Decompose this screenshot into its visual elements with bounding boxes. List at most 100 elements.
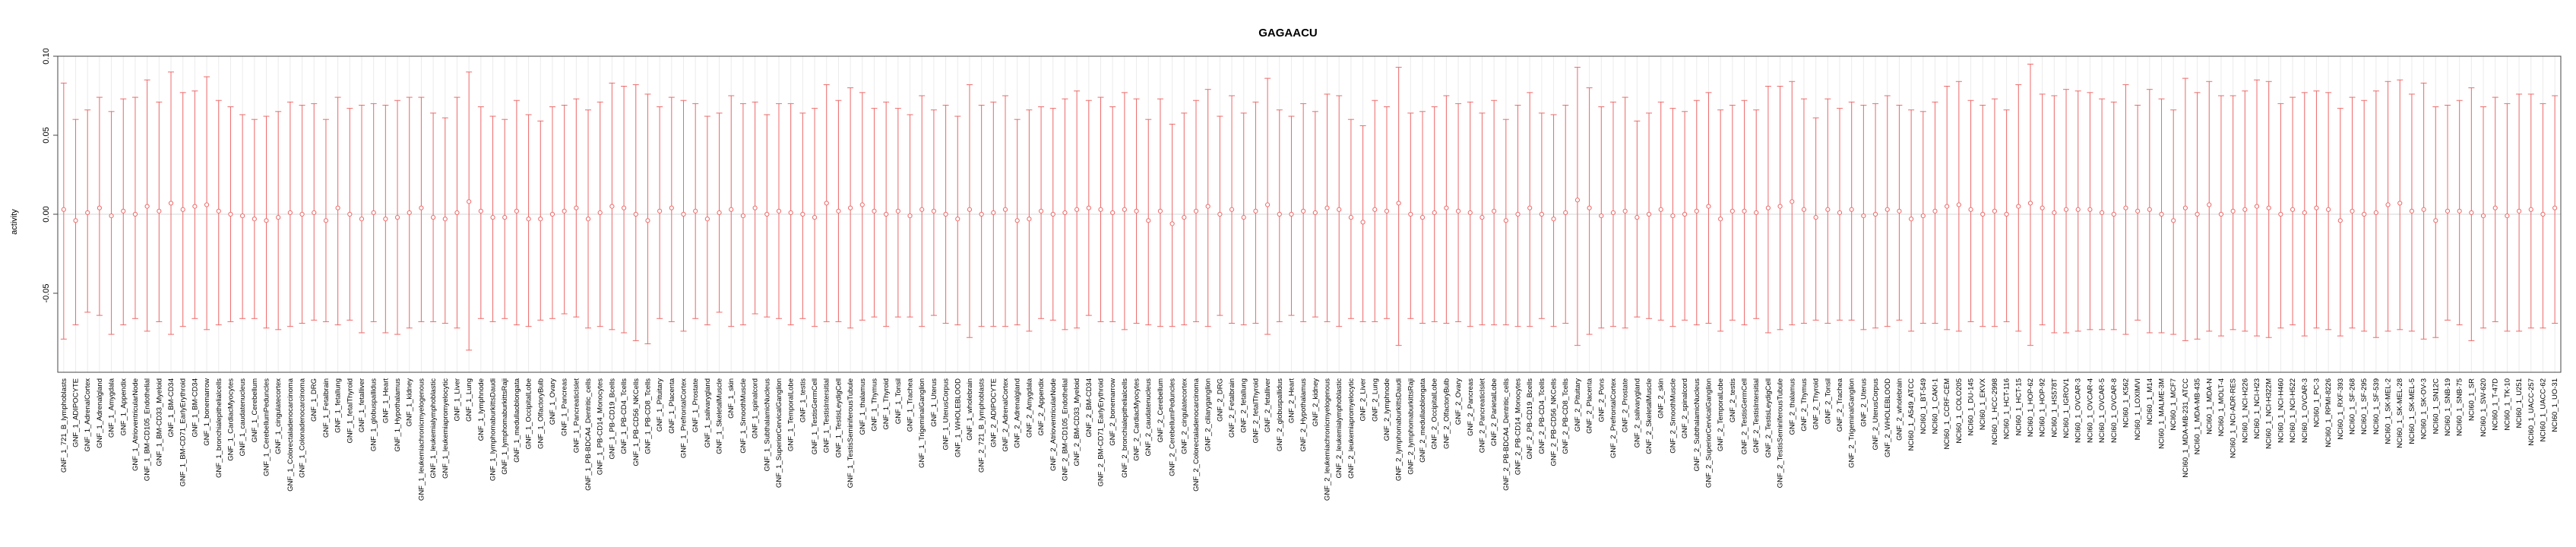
data-point [681, 211, 686, 217]
error-bar [1764, 86, 1771, 334]
data-point [2040, 205, 2045, 210]
error-bar [1586, 87, 1593, 335]
data-point [1337, 207, 1342, 212]
x-tick-label: GNF_1_lymphnode [477, 378, 486, 441]
error-bar [609, 82, 616, 330]
error-bar [2456, 100, 2463, 326]
data-point [1909, 217, 1914, 222]
x-tick-label: GNF_2_Amygdala [1025, 378, 1033, 438]
data-point [1658, 207, 1663, 212]
error-bar [108, 111, 115, 335]
x-tick-label: GNF_2_SubthalamicNucleus [1693, 378, 1701, 472]
x-tick-label: GNF_2_leukemiachronicmyelogenous [1324, 378, 1332, 501]
error-bar [978, 104, 985, 327]
x-tick-label: GNF_2_Pons [1597, 378, 1606, 422]
data-point [419, 205, 424, 210]
error-bar [2527, 93, 2534, 329]
x-tick-label: NCI60_1_HCC-2998 [1991, 378, 1999, 445]
data-point [967, 207, 973, 212]
error-bar [597, 101, 603, 327]
error-bar [2135, 104, 2141, 321]
x-tick-label: GNF_2_Hypothalamus [1299, 378, 1308, 452]
error-bar [2337, 108, 2343, 337]
x-tick-label: GNF_1_lymphomaburkittsDaudi [489, 378, 498, 481]
x-tick-label: GNF_1_bonemarrow [203, 378, 211, 446]
error-bar [2372, 90, 2379, 338]
x-tick-label: GNF_2_Heart [1287, 378, 1296, 423]
x-tick-label: GNF_1_ADIPOCYTE [72, 378, 81, 447]
x-tick-label: GNF_2_Thymus [1800, 378, 1809, 432]
x-tick-label: GNF_2_UterusCorpus [1872, 378, 1880, 451]
x-tick-label: GNF_2_lymphnode [1383, 378, 1391, 441]
data-point [1635, 215, 1640, 220]
x-tick-label: GNF_1_BM-CD33_Myeloid [155, 378, 163, 466]
x-tick-label: GNF_2_PB-CD8_Tcells [1562, 378, 1570, 454]
data-point [2004, 211, 2009, 217]
x-tick-label: NCI60_1_EKVX [1979, 378, 1987, 430]
error-bar [2206, 81, 2213, 332]
error-bar [382, 104, 389, 334]
data-point [1122, 207, 1127, 212]
error-bar [1026, 109, 1033, 332]
error-bar [2480, 106, 2487, 329]
x-tick-label: GNF_2_Uterus [1859, 378, 1868, 427]
data-point [1551, 217, 1556, 222]
error-bar [1527, 92, 1533, 327]
x-tick-label: GNF_2_TemporalLobe [1717, 378, 1725, 451]
error-bar [966, 84, 973, 338]
data-point [61, 207, 66, 212]
x-tick-label: GNF_2_Ovary [1454, 378, 1463, 425]
data-point [1492, 208, 1497, 213]
x-tick-label: GNF_2_OccipitalLobe [1431, 378, 1439, 449]
data-point [85, 210, 90, 216]
x-tick-label: GNF_2_Cerebellum [1157, 378, 1165, 443]
error-bar [454, 96, 460, 329]
data-point [1849, 207, 1854, 212]
error-bar [2099, 98, 2106, 330]
data-point [490, 215, 495, 220]
data-point [1408, 211, 1413, 217]
data-point [394, 215, 400, 220]
error-bar [430, 112, 437, 322]
error-bar [2277, 103, 2284, 329]
error-bar [1550, 114, 1557, 327]
data-point [2314, 205, 2319, 210]
error-bar [739, 103, 746, 326]
error-bar [1264, 77, 1271, 335]
data-point [740, 213, 746, 219]
error-bar [1157, 98, 1163, 327]
x-tick-label: GNF_2_DRG [1216, 378, 1224, 422]
error-bar [692, 103, 699, 319]
error-bar [894, 108, 901, 318]
data-point [2111, 211, 2116, 217]
data-point [669, 205, 674, 210]
data-point [2195, 211, 2200, 217]
x-tick-label: GNF_1_BM-CD34 [167, 378, 176, 438]
x-tick-label: GNF_2_skin [1657, 378, 1666, 419]
data-point [693, 208, 698, 213]
error-bar [1538, 112, 1545, 319]
x-tick-label: GNF_2_Thyroid [1812, 378, 1821, 430]
x-tick-label: GNF_2_Tonsil [1824, 378, 1832, 424]
error-bar [1169, 123, 1176, 327]
data-point [2052, 210, 2057, 216]
error-bar [573, 98, 580, 318]
error-bar [2492, 96, 2498, 322]
data-point [2409, 208, 2415, 213]
error-bar [1372, 100, 1378, 322]
x-tick-label: GNF_1_medullaoblongata [513, 378, 521, 463]
x-tick-label: NCI60_1_HCT-15 [2014, 378, 2023, 436]
data-point [2254, 204, 2260, 209]
error-bar [2540, 103, 2546, 329]
y-tick-label: 0.10 [42, 48, 51, 64]
data-point [2350, 208, 2355, 213]
data-point [1455, 208, 1461, 213]
x-tick-label: GNF_2_Colorectaladenocarcinoma [1192, 378, 1201, 492]
x-tick-label: NCI60_1_SW-620 [2479, 378, 2488, 437]
error-bar [1705, 92, 1712, 324]
x-tick-label: NCI60_1_OVCAR-5 [2098, 378, 2106, 443]
error-bar [1014, 119, 1021, 326]
x-tick-label: NCI60_1_PC-3 [2312, 378, 2321, 427]
data-point [2528, 207, 2533, 212]
error-bar [144, 79, 150, 332]
